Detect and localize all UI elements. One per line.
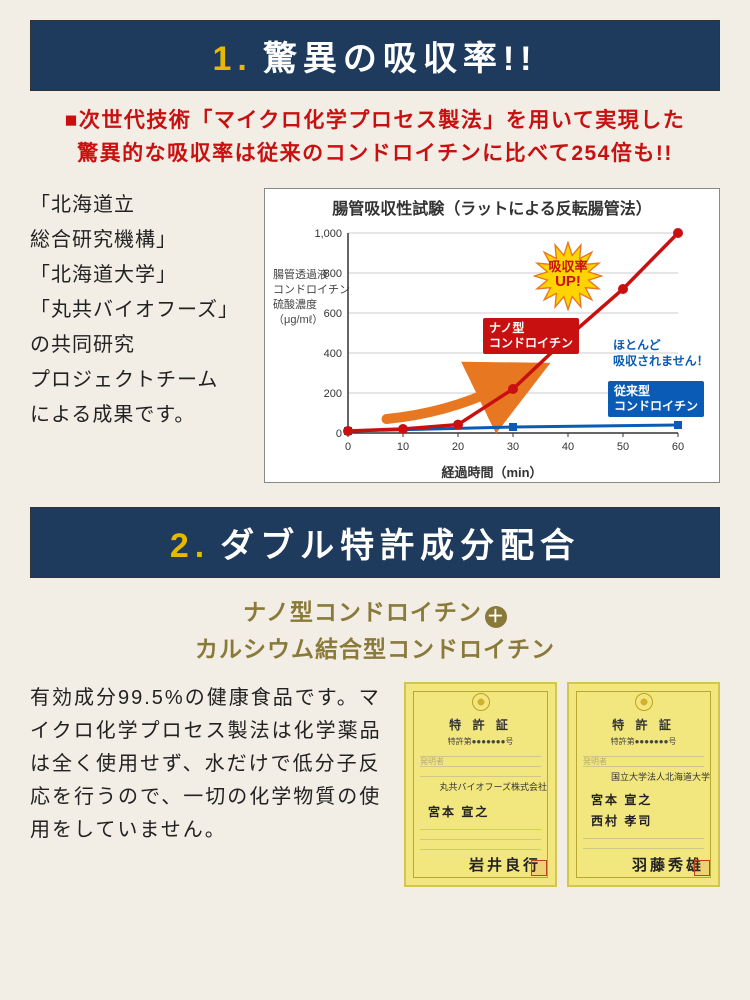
svg-text:1,000: 1,000 xyxy=(314,228,342,240)
section2-banner: 2. ダブル特許成分配合 xyxy=(30,507,720,578)
svg-text:400: 400 xyxy=(324,348,342,360)
svg-text:60: 60 xyxy=(672,441,684,453)
chart-x-label: 経過時間（min） xyxy=(441,462,542,481)
cert1-stamp-icon xyxy=(531,860,547,876)
cert2-stamp-icon xyxy=(694,860,710,876)
sub-line1: ナノ型コンドロイチン xyxy=(243,599,482,625)
cert-emblem-icon xyxy=(635,693,653,711)
absorption-chart: 腸管吸収性試験（ラットによる反転腸管法） 腸管透過液コンドロイチン硫酸濃度（μg… xyxy=(264,188,720,483)
section2-title: ダブル特許成分配合 xyxy=(220,527,580,565)
callout-line1: ■次世代技術「マイクロ化学プロセス製法」を用いて実現した xyxy=(65,109,686,132)
svg-text:0: 0 xyxy=(336,428,342,440)
certificates: 特 許 証 特許第●●●●●●●号 発明者 丸共バイオフーズ株式会社 宮本 宣之… xyxy=(404,682,720,887)
burst-text: 吸収率UP! xyxy=(547,260,589,291)
section1-left-text: 「北海道立総合研究機構」「北海道大学」「丸共バイオフーズ」の共同研究プロジェクト… xyxy=(30,188,250,433)
tag-nano: ナノ型コンドロイチン xyxy=(483,318,579,354)
tag-conventional: 従来型コンドロイチン xyxy=(608,381,704,417)
svg-text:30: 30 xyxy=(507,441,519,453)
section2-number: 2. xyxy=(170,527,210,565)
section2-left-text: 有効成分99.5%の健康食品です。マイクロ化学プロセス製法は化学薬品は全く使用せ… xyxy=(30,682,390,847)
section1-number: 1. xyxy=(212,40,252,78)
plus-icon: ＋ xyxy=(485,606,507,628)
section2-subtitle: ナノ型コンドロイチン＋ カルシウム結合型コンドロイチン xyxy=(30,594,720,668)
svg-text:10: 10 xyxy=(397,441,409,453)
svg-text:600: 600 xyxy=(324,308,342,320)
section1-title: 驚異の吸収率!! xyxy=(263,40,538,78)
svg-text:50: 50 xyxy=(617,441,629,453)
certificate-1: 特 許 証 特許第●●●●●●●号 発明者 丸共バイオフーズ株式会社 宮本 宣之… xyxy=(404,682,557,887)
callout-line2: 驚異的な吸収率は従来のコンドロイチンに比べて254倍も!! xyxy=(30,138,720,171)
chart-title: 腸管吸収性試験（ラットによる反転腸管法） xyxy=(273,195,711,219)
svg-text:0: 0 xyxy=(345,441,351,453)
note-conventional: ほとんど吸収されません！ xyxy=(613,338,709,369)
chart-area: 腸管透過液コンドロイチン硫酸濃度（μg/mℓ） 02004006008001,0… xyxy=(273,223,711,478)
cert-emblem-icon xyxy=(472,693,490,711)
section1-banner: 1. 驚異の吸収率!! xyxy=(30,20,720,91)
section1-callout: ■次世代技術「マイクロ化学プロセス製法」を用いて実現した 驚異的な吸収率は従来の… xyxy=(30,105,720,170)
svg-text:40: 40 xyxy=(562,441,574,453)
svg-text:20: 20 xyxy=(452,441,464,453)
svg-text:800: 800 xyxy=(324,268,342,280)
section1-row: 「北海道立総合研究機構」「北海道大学」「丸共バイオフーズ」の共同研究プロジェクト… xyxy=(30,188,720,483)
certificate-2: 特 許 証 特許第●●●●●●●号 発明者 国立大学法人北海道大学 宮本 宣之 … xyxy=(567,682,720,887)
section2-row: 有効成分99.5%の健康食品です。マイクロ化学プロセス製法は化学薬品は全く使用せ… xyxy=(30,682,720,887)
sub-line2: カルシウム結合型コンドロイチン xyxy=(195,636,555,662)
svg-text:200: 200 xyxy=(324,388,342,400)
